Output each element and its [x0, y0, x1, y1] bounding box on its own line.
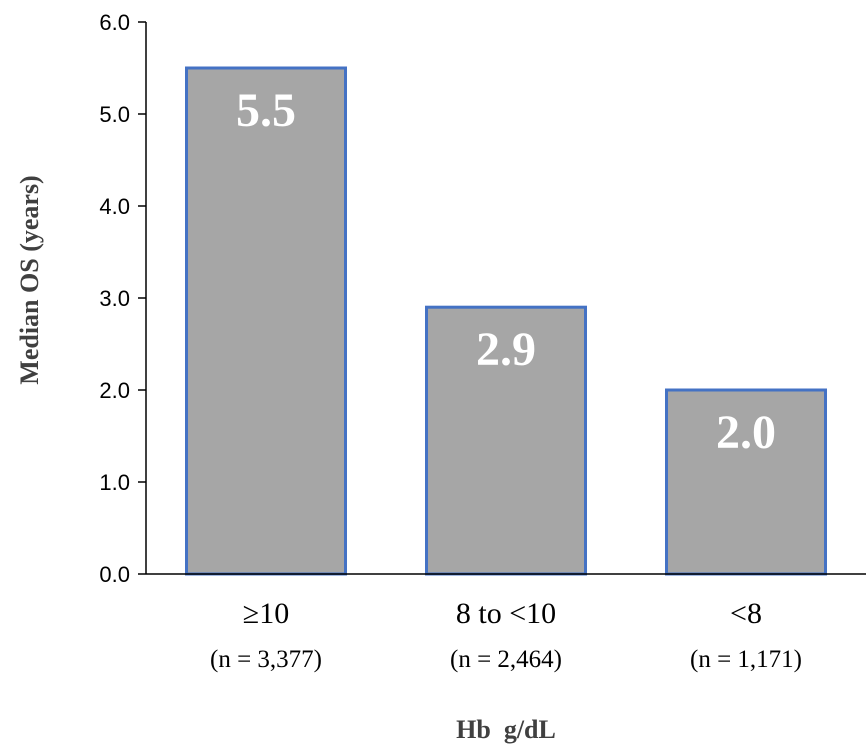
y-tick-label: 4.0	[99, 194, 130, 219]
data-label: 2.0	[716, 406, 776, 459]
x-tick-sublabel: (n = 1,171)	[690, 646, 802, 673]
y-axis-title: Median OS (years)	[15, 175, 44, 384]
y-tick-labels-layer: 0.0 1.0 2.0 3.0 4.0 5.0 6.0	[99, 10, 130, 587]
bar	[425, 305, 587, 576]
x-tick-label: 8 to <10	[456, 597, 556, 630]
data-label: 2.9	[476, 323, 536, 376]
data-labels-layer: 5.5 2.9 2.0	[236, 84, 776, 459]
x-tick-sublabel: (n = 2,464)	[450, 646, 562, 673]
bar	[665, 388, 827, 576]
y-tick-label: 5.0	[99, 102, 130, 127]
y-tick-label: 2.0	[99, 378, 130, 403]
bars-layer	[185, 66, 827, 576]
data-label: 5.5	[236, 84, 296, 137]
y-tick-label: 0.0	[99, 562, 130, 587]
x-tick-label: ≥10	[243, 597, 289, 630]
x-tick-sublabel: (n = 3,377)	[210, 646, 322, 673]
y-tick-label: 1.0	[99, 470, 130, 495]
x-axis-title: Hb g/dL	[456, 715, 556, 744]
x-tick-label: <8	[730, 597, 762, 630]
category-labels-layer: ≥10 (n = 3,377) 8 to <10 (n = 2,464) <8 (n = …	[210, 597, 802, 673]
y-tick-label: 3.0	[99, 286, 130, 311]
bar	[185, 66, 347, 576]
axes-layer	[138, 21, 866, 575]
y-tick-label: 6.0	[99, 10, 130, 35]
